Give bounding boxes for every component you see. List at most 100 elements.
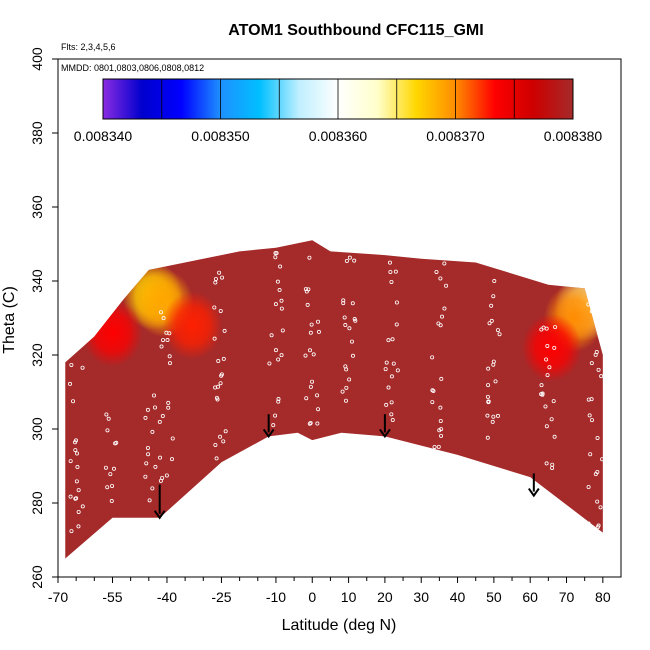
observation-point	[440, 314, 445, 319]
observation-point	[273, 255, 278, 260]
x-axis-label: Latitude (deg N)	[282, 617, 397, 634]
observation-point	[69, 362, 74, 367]
observation-point	[589, 361, 594, 366]
observation-point	[486, 383, 491, 388]
arrow-head	[153, 510, 166, 520]
observation-point	[495, 328, 500, 333]
observation-point	[161, 316, 166, 321]
observation-point	[275, 279, 280, 284]
x-tick-label: 70	[559, 589, 575, 605]
observation-point	[549, 417, 554, 422]
observation-point	[594, 350, 599, 355]
observation-point	[487, 321, 492, 326]
chart-title: ATOM1 Southbound CFC115_GMI	[228, 22, 483, 39]
observation-point	[222, 328, 227, 333]
observation-point	[212, 336, 217, 341]
observation-point	[552, 345, 557, 350]
observation-point	[436, 444, 441, 449]
y-tick-label: 380	[29, 121, 45, 145]
observation-point	[161, 338, 166, 343]
observation-point	[143, 474, 148, 479]
observation-point	[105, 428, 110, 433]
observation-point	[341, 298, 346, 303]
observation-point	[590, 297, 595, 302]
flights-note: Flts: 2,3,4,5,6	[61, 42, 116, 52]
y-tick-label: 400	[29, 47, 45, 71]
observation-point	[589, 309, 594, 314]
observation-point	[280, 328, 285, 333]
observation-point	[105, 485, 110, 490]
observation-point	[223, 429, 228, 434]
observation-point	[216, 359, 221, 364]
observation-point	[444, 283, 449, 288]
observation-point	[150, 429, 155, 434]
observation-point	[76, 509, 81, 514]
observation-point	[389, 279, 394, 284]
observation-point	[491, 414, 496, 419]
observation-point	[74, 479, 79, 484]
observation-point	[350, 353, 355, 358]
observation-point	[353, 318, 358, 323]
observation-point	[436, 321, 441, 326]
colorbar-tick-label: 0.008370	[426, 128, 485, 144]
observation-point	[485, 435, 490, 440]
observation-point	[430, 388, 435, 393]
observation-point	[146, 452, 151, 457]
colorbar-tick-label: 0.008340	[74, 128, 133, 144]
observation-point	[347, 255, 352, 260]
observation-point	[539, 383, 544, 388]
observation-point	[303, 353, 308, 358]
x-tick-label: 80	[595, 589, 611, 605]
observation-point	[310, 379, 315, 384]
observation-point	[279, 298, 284, 303]
observation-point	[586, 484, 591, 489]
observation-point	[269, 333, 274, 338]
x-tick-label: -70	[48, 589, 68, 605]
observation-point	[599, 374, 604, 379]
observation-point	[271, 423, 276, 428]
observation-point	[394, 322, 399, 327]
observation-point	[547, 365, 552, 370]
observation-point	[307, 421, 312, 426]
observation-point	[167, 331, 172, 336]
observation-point	[553, 325, 558, 330]
observation-point	[167, 361, 172, 366]
observation-point	[485, 394, 490, 399]
observation-point	[316, 329, 321, 334]
observation-point	[68, 494, 73, 499]
y-tick-label: 320	[29, 343, 45, 367]
observation-point	[315, 421, 320, 426]
observation-point	[218, 381, 223, 386]
observation-point	[342, 315, 347, 320]
observation-point	[343, 323, 348, 328]
observation-point	[543, 404, 548, 409]
x-tick-label: 60	[522, 589, 538, 605]
observation-point	[158, 455, 163, 460]
arrow-head	[528, 488, 540, 498]
observation-point	[113, 441, 118, 446]
observation-point	[267, 361, 272, 366]
observation-point	[552, 434, 557, 439]
observation-point	[278, 264, 283, 269]
observation-point	[389, 374, 394, 379]
colorbar-tick-label: 0.008360	[309, 128, 368, 144]
observation-point	[434, 269, 439, 274]
observation-point	[352, 258, 357, 263]
high-value-region	[162, 291, 223, 360]
observation-point	[108, 472, 113, 477]
observation-point	[110, 483, 115, 488]
observation-point	[586, 397, 591, 402]
observation-point	[308, 420, 313, 425]
observation-point	[277, 288, 282, 293]
observation-point	[144, 461, 149, 466]
observation-point	[386, 338, 391, 343]
observation-point	[442, 261, 447, 266]
plot-frame	[57, 58, 622, 578]
observation-point	[491, 294, 496, 299]
observation-point	[304, 396, 309, 401]
observation-point	[430, 400, 435, 405]
observation-point	[439, 376, 444, 381]
observation-point	[600, 457, 605, 462]
observation-point	[80, 365, 85, 370]
